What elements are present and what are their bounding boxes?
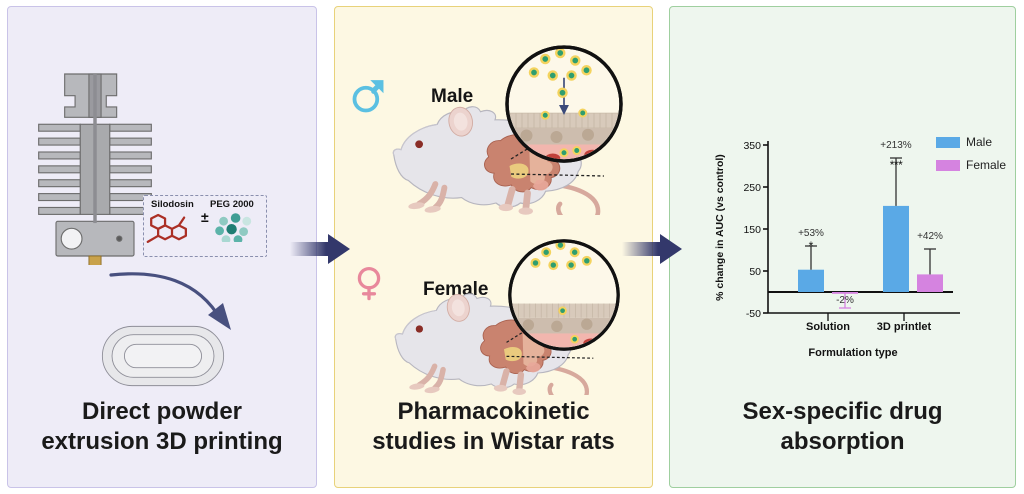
svg-text:***: ***: [890, 158, 903, 172]
svg-text:150: 150: [743, 224, 761, 236]
svg-text:250: 250: [743, 182, 761, 194]
svg-text:350: 350: [743, 140, 761, 152]
svg-text:-2%: -2%: [836, 295, 854, 306]
svg-text:+213%: +213%: [880, 140, 912, 151]
svg-text:3D printlet: 3D printlet: [877, 321, 932, 333]
svg-text:*: *: [809, 239, 814, 253]
svg-text:-50: -50: [746, 308, 761, 320]
svg-text:50: 50: [749, 266, 761, 278]
svg-text:+42%: +42%: [917, 231, 943, 242]
svg-text:Solution: Solution: [806, 321, 850, 333]
svg-text:+53%: +53%: [798, 228, 824, 239]
